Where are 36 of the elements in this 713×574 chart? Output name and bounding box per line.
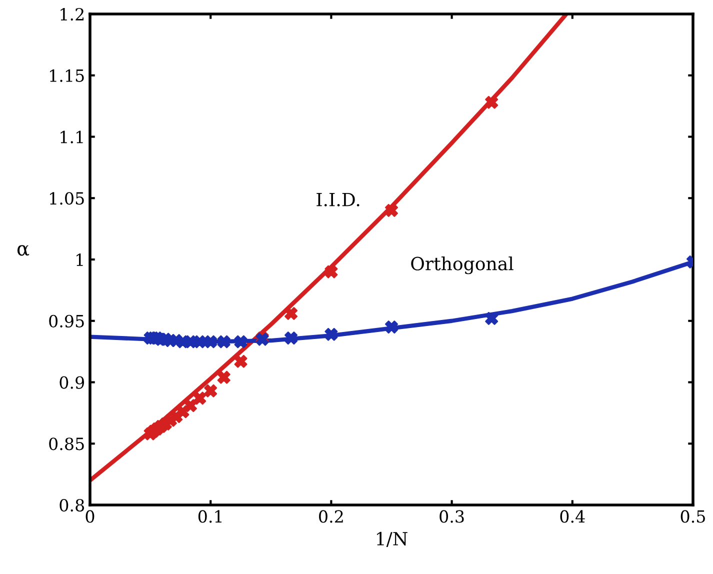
point	[234, 335, 248, 348]
x-axis-title: 1/N	[377, 532, 408, 547]
point	[324, 328, 338, 341]
y-tick-label: 1.05	[50, 192, 84, 205]
point	[485, 312, 498, 325]
point	[217, 370, 230, 384]
x-tick-label: 0.4	[560, 510, 585, 523]
line-series	[90, 14, 568, 483]
x-tick-label: 0.5	[680, 510, 705, 523]
y-tick-label: 0.8	[60, 498, 84, 512]
point	[193, 392, 206, 405]
point	[204, 335, 218, 348]
point	[384, 320, 398, 334]
y-tick-label: 1.1	[60, 130, 83, 144]
point	[284, 307, 298, 320]
y-tick-label: 0.95	[49, 314, 84, 328]
point	[217, 335, 230, 348]
y-tick-label: 1.15	[50, 69, 84, 82]
y-tick-label: 1.2	[60, 8, 84, 21]
y-tick-label: 0.85	[49, 438, 84, 450]
x-tick-label: 0.1	[198, 510, 222, 523]
x-tick-label: 0.2	[319, 510, 343, 523]
point	[384, 204, 398, 217]
y-tick-label: 0.9	[60, 376, 84, 389]
y-tick-label: 1	[76, 253, 83, 266]
point	[234, 354, 248, 368]
x-tick-label: 0	[86, 510, 94, 523]
series-label: Orthogonal	[411, 256, 514, 274]
point	[485, 96, 498, 109]
x-tick-label: 0.3	[440, 510, 464, 523]
point	[284, 332, 298, 345]
point	[324, 265, 338, 278]
point	[204, 384, 218, 398]
y-axis-title: α	[17, 245, 30, 256]
point	[144, 427, 157, 440]
series-label: I.I.D.	[316, 192, 360, 206]
